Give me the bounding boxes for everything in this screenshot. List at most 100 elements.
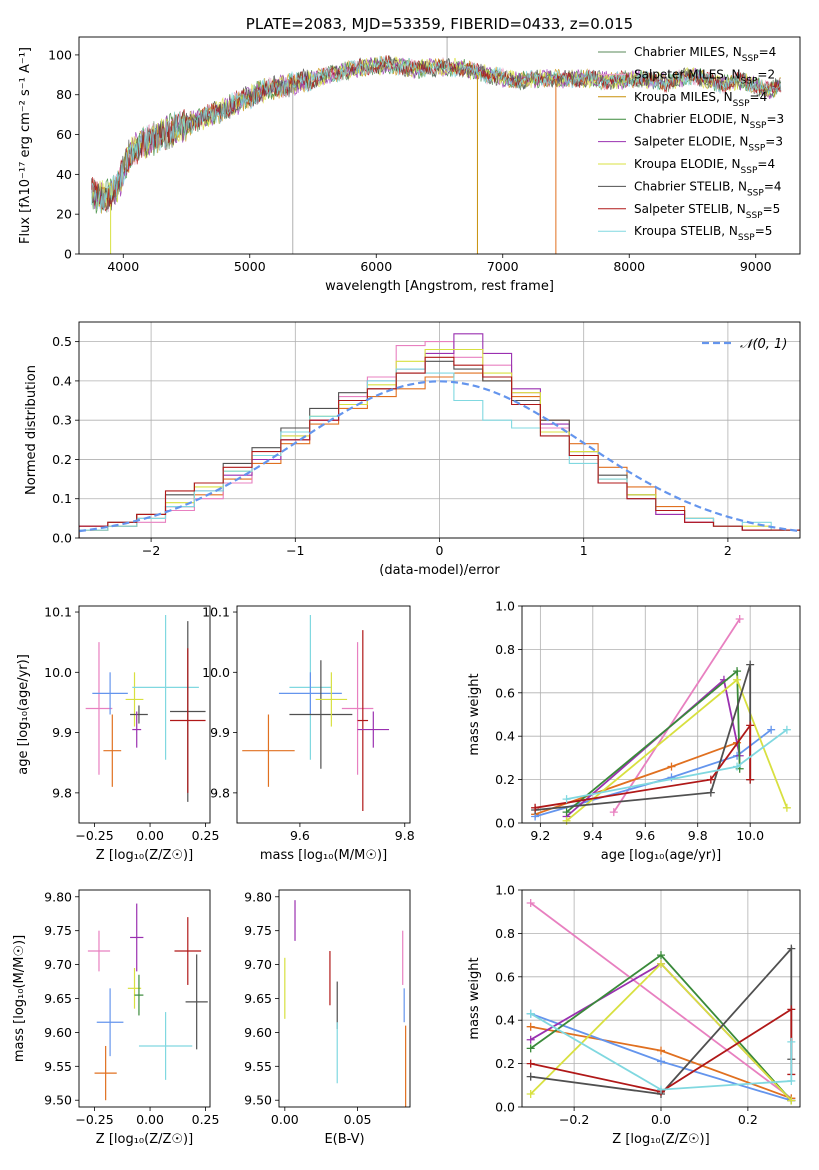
data-point-marker [657, 1085, 665, 1094]
legend-label: Kroupa STELIB, NSSP=5 [634, 224, 772, 243]
y-tick-label: 0.6 [495, 685, 515, 700]
data-point-marker [526, 1059, 535, 1068]
errorbar-point [92, 672, 128, 715]
x-tick-label: −0.2 [559, 1112, 589, 1127]
line-plot-area [531, 615, 791, 825]
data-point-marker [706, 775, 715, 784]
spectrum-plot-area [91, 37, 782, 254]
series [526, 1009, 796, 1094]
x-axis-label: Z [log₁₀(Z/Z☉)] [612, 1132, 709, 1147]
series [562, 725, 791, 804]
y-tick-label: 0.2 [495, 772, 515, 787]
data-point-marker [526, 1089, 535, 1098]
massweight-panel-mass-weight-vs-age: 9.2 9.4 9.6 9.8 10.0 0.0 0.2 0.4 0.6 0.8 1.0 age [l… [467, 599, 801, 863]
errorbar-point [125, 672, 144, 727]
legend-label: Salpeter MILES, NSSP=2 [634, 67, 775, 86]
errorbar-plot-area [85, 615, 206, 802]
x-tick-label: 0.25 [192, 1112, 220, 1127]
y-tick-label: 0.6 [495, 969, 515, 984]
x-tick-label: 0.25 [192, 828, 220, 843]
y-axis-label: Flux [fλ10⁻¹⁷ erg cm⁻² s⁻¹ A⁻¹] [18, 47, 33, 244]
legend-label: Chabrier MILES, NSSP=4 [634, 45, 776, 64]
data-point-marker [657, 951, 665, 960]
spectrum-line [91, 55, 782, 213]
errorbar-point [242, 714, 295, 787]
axes-frame [78, 321, 801, 539]
x-tick-label: 1 [580, 543, 588, 558]
x-tick-label: 0.2 [738, 1112, 758, 1127]
y-tick-label: 0.1 [52, 491, 72, 506]
y-tick-label: 0.2 [52, 452, 72, 467]
data-point-marker [657, 959, 665, 968]
series [531, 721, 755, 812]
y-axis-label: mass weight [467, 673, 482, 755]
data-point-marker [746, 775, 755, 784]
legend-label: Chabrier ELODIE, NSSP=3 [634, 112, 784, 131]
x-tick-label: 0.0 [651, 1112, 671, 1127]
errorbar-plot-area [87, 903, 208, 1101]
data-point-marker [562, 816, 571, 825]
y-tick-label: 0.8 [495, 926, 515, 941]
data-point-marker [657, 1057, 665, 1066]
x-tick-label: 4000 [107, 259, 139, 274]
chart-title: PLATE=2083, MJD=53359, FIBERID=0433, z=0… [246, 15, 633, 33]
x-tick-label: 7000 [487, 259, 519, 274]
y-tick-label: 40 [56, 167, 72, 182]
series-line [534, 722, 752, 809]
y-tick-label: 100 [48, 47, 72, 62]
y-axis-label: Normed distribution [24, 365, 39, 495]
data-point-marker [767, 725, 776, 734]
x-tick-label: 9.6 [290, 828, 310, 843]
data-point-marker [526, 1035, 535, 1044]
errorbar-point [85, 642, 113, 775]
errorbar-point [170, 648, 206, 793]
y-tick-label: 9.8 [210, 785, 230, 800]
data-point-marker [733, 667, 742, 676]
y-tick-label: 0.3 [52, 413, 72, 428]
y-tick-label: 9.60 [244, 1025, 272, 1040]
x-tick-label: 9.6 [635, 828, 655, 843]
legend-label: 𝒩(0, 1) [740, 337, 787, 352]
data-point-marker [526, 1009, 535, 1018]
y-tick-label: 10.1 [202, 605, 230, 620]
residuals-panel: −2 −1 0 1 2 0.0 0.1 0.2 0.3 0.4 0.5 (data-model)/er… [24, 321, 801, 578]
errorbar-plot-area [284, 900, 407, 1107]
y-tick-label: 0.8 [495, 642, 515, 657]
errorbar-panel-mass-vs-Z: −0.25 0.00 0.25 9.50 9.55 9.60 9.65 9.70 9.75 9.8… [12, 889, 219, 1147]
x-axis-label: (data-model)/error [379, 563, 500, 578]
errorbar-point [103, 714, 122, 787]
series-line [530, 1012, 793, 1091]
data-point-marker [562, 808, 571, 817]
x-tick-label: −0.25 [75, 1112, 113, 1127]
data-point-marker [746, 660, 755, 669]
x-axis-label: mass [log₁₀(M/M☉)] [260, 848, 387, 863]
data-point-marker [526, 1072, 535, 1081]
x-axis-label: wavelength [Angstrom, rest frame] [325, 279, 554, 294]
x-tick-label: 9.2 [530, 828, 550, 843]
x-axis-label: Z [log₁₀(Z/Z☉)] [96, 1132, 193, 1147]
legend-label: Chabrier STELIB, NSSP=4 [634, 179, 782, 198]
y-tick-label: 1.0 [495, 599, 515, 614]
errorbar-point [289, 660, 353, 769]
data-point-marker [526, 1022, 535, 1031]
x-axis-label: Z [log₁₀(Z/Z☉)] [96, 848, 193, 863]
errorbar-point [278, 672, 342, 715]
data-point-marker [787, 1005, 796, 1014]
data-point-marker [531, 803, 540, 812]
y-tick-label: 9.65 [244, 991, 272, 1006]
data-point-marker [667, 762, 676, 771]
legend-label: Salpeter STELIB, NSSP=5 [634, 202, 780, 221]
data-point-marker [526, 899, 535, 908]
y-tick-label: 9.9 [52, 725, 72, 740]
y-tick-label: 0.0 [495, 816, 515, 831]
data-point-marker [787, 1076, 796, 1085]
x-tick-label: −2 [142, 543, 160, 558]
y-tick-label: 9.80 [44, 889, 72, 904]
x-tick-label: 0.00 [271, 1112, 299, 1127]
y-tick-label: 9.75 [44, 923, 72, 938]
errorbar-point [174, 917, 202, 985]
x-tick-label: 9000 [740, 259, 772, 274]
data-point-marker [706, 788, 715, 797]
errorbar-point [315, 672, 348, 727]
y-tick-label: 9.9 [210, 725, 230, 740]
